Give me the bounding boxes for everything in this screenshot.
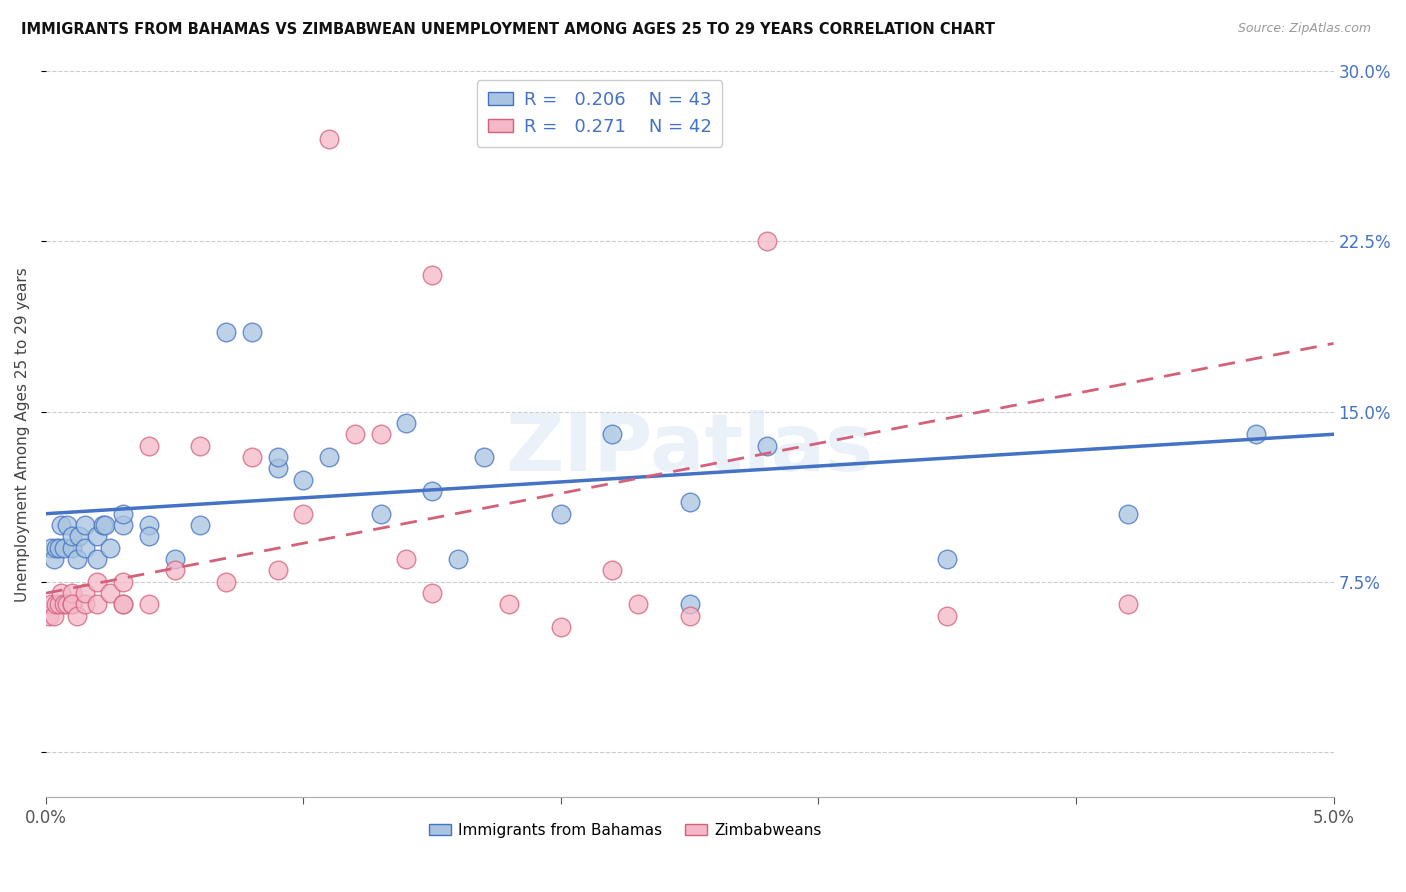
Point (936, 608, 959, 623)
Point (936, 552, 959, 566)
Point (69, 529, 91, 543)
Point (112, 574, 135, 589)
Point (267, 461, 290, 475)
Point (86, 598, 108, 612)
Point (86, 552, 108, 566)
Legend: Immigrants from Bahamas, Zimbabweans: Immigrants from Bahamas, Zimbabweans (423, 817, 828, 845)
Point (48, 598, 70, 612)
Point (292, 473, 315, 487)
Point (73, 586, 96, 600)
Point (66, 552, 89, 566)
Point (550, 620, 572, 634)
Point (602, 564, 624, 578)
Text: IMMIGRANTS FROM BAHAMAS VS ZIMBABWEAN UNEMPLOYMENT AMONG AGES 25 TO 29 YEARS COR: IMMIGRANTS FROM BAHAMAS VS ZIMBABWEAN UN… (21, 22, 995, 37)
Point (98, 586, 121, 600)
Point (60, 541, 83, 555)
Point (550, 507, 572, 521)
Point (370, 427, 392, 442)
Point (163, 552, 186, 566)
Point (679, 608, 702, 623)
Point (112, 598, 135, 612)
Point (215, 325, 238, 339)
Point (318, 132, 340, 146)
Point (86, 529, 108, 543)
Point (42, 552, 65, 566)
Point (138, 598, 160, 612)
Point (602, 427, 624, 442)
Point (48, 541, 70, 555)
Point (292, 507, 315, 521)
Point (420, 483, 443, 498)
Point (60, 586, 83, 600)
Text: Source: ZipAtlas.com: Source: ZipAtlas.com (1237, 22, 1371, 36)
Point (60, 598, 83, 612)
Point (112, 507, 135, 521)
Point (112, 518, 135, 533)
Point (163, 564, 186, 578)
Point (756, 439, 779, 453)
Point (73, 541, 96, 555)
Point (420, 268, 443, 283)
Point (395, 416, 418, 430)
Point (240, 325, 263, 339)
Point (447, 552, 470, 566)
Point (91, 518, 114, 533)
Point (190, 439, 212, 453)
Point (55, 518, 77, 533)
Point (60, 598, 83, 612)
Point (472, 450, 495, 464)
Point (39, 541, 62, 555)
Point (98, 541, 121, 555)
Point (38, 608, 60, 623)
Point (51, 586, 73, 600)
Point (42, 608, 65, 623)
Point (267, 564, 290, 578)
Text: ZIPatlas: ZIPatlas (506, 409, 875, 488)
Point (73, 518, 96, 533)
Point (45, 598, 67, 612)
Point (73, 598, 96, 612)
Point (53, 541, 76, 555)
Point (343, 427, 366, 442)
Y-axis label: Unemployment Among Ages 25 to 29 years: Unemployment Among Ages 25 to 29 years (15, 267, 30, 601)
Point (370, 507, 392, 521)
Point (1246, 427, 1268, 442)
Point (679, 495, 702, 509)
Point (66, 608, 89, 623)
Point (138, 439, 160, 453)
Point (112, 598, 135, 612)
Point (138, 518, 160, 533)
Point (1116, 507, 1139, 521)
Point (318, 450, 340, 464)
Point (395, 552, 418, 566)
Point (267, 450, 290, 464)
Point (60, 529, 83, 543)
Point (53, 598, 76, 612)
Point (190, 518, 212, 533)
Point (86, 574, 108, 589)
Point (215, 574, 238, 589)
Point (39, 598, 62, 612)
Point (94, 518, 117, 533)
Point (51, 518, 73, 533)
Point (679, 598, 702, 612)
Point (1116, 598, 1139, 612)
Point (55, 598, 77, 612)
Point (138, 529, 160, 543)
Point (498, 598, 520, 612)
Point (240, 450, 263, 464)
Point (45, 541, 67, 555)
Point (756, 235, 779, 249)
Point (420, 586, 443, 600)
Point (627, 598, 650, 612)
